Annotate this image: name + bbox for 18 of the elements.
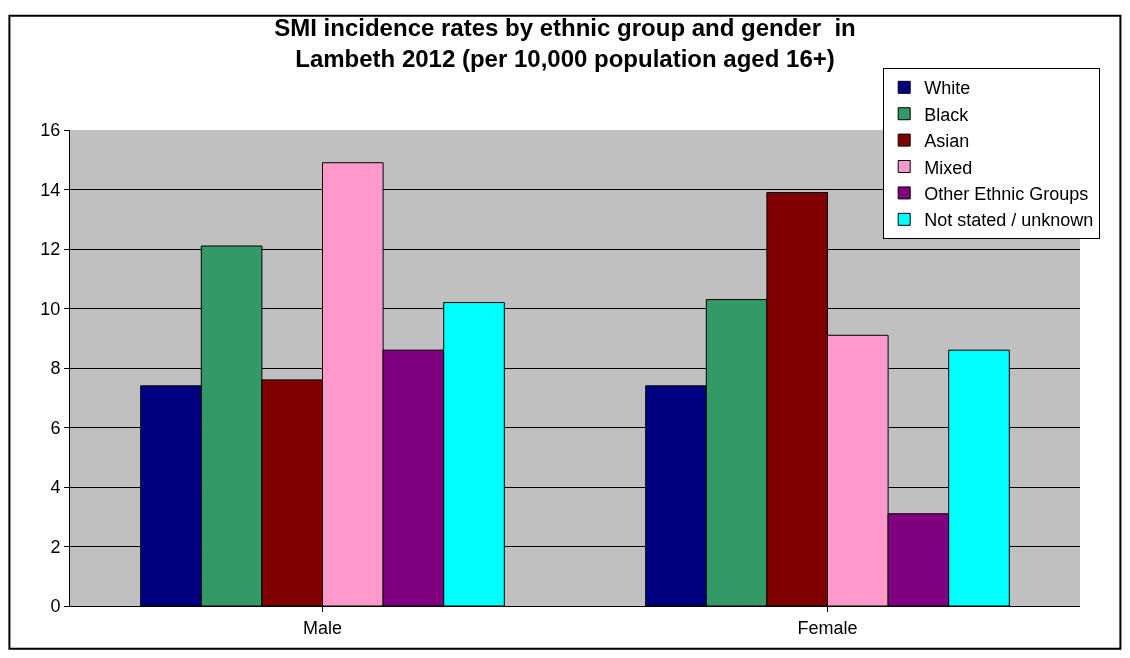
x-tick-label: Female: [797, 617, 858, 638]
legend-label: White: [924, 78, 971, 99]
y-tick-label: 12: [40, 239, 61, 260]
y-tick-label: 10: [40, 298, 61, 319]
y-tick-label: 4: [50, 477, 61, 498]
legend-label: Not stated / unknown: [924, 210, 1094, 231]
y-tick-label: 16: [40, 120, 61, 141]
y-tick-label: 8: [50, 358, 61, 379]
y-tick-label: 2: [50, 536, 61, 557]
legend-label: Other Ethnic Groups: [924, 183, 1089, 204]
legend-label: Mixed: [924, 157, 973, 178]
x-tick-label: Male: [302, 617, 343, 638]
y-tick-label: 14: [40, 179, 61, 200]
y-tick-label: 6: [50, 417, 61, 438]
legend-label: Black: [924, 104, 970, 125]
chart-title: SMI incidence rates by ethnic group and gender in Lambeth 2012 (per 10,000 population aged 16+): [274, 14, 856, 73]
y-tick-label: 0: [50, 596, 61, 617]
legend-label: Asian: [924, 131, 970, 152]
